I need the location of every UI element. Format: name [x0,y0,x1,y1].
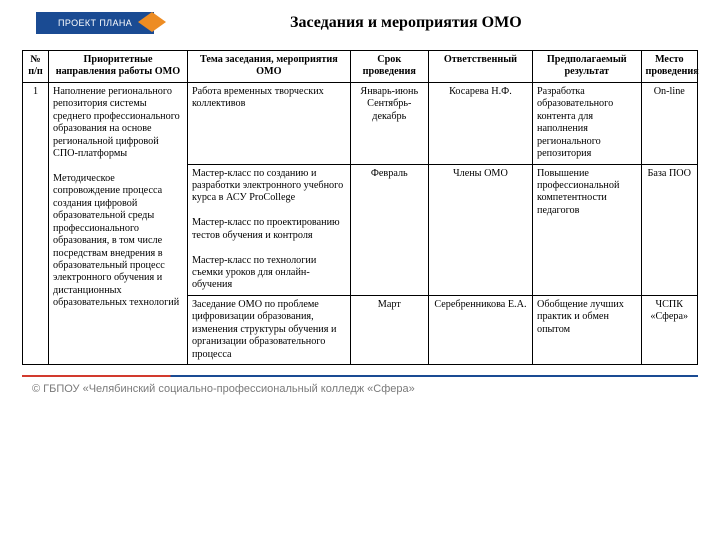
cell-topic: Заседание ОМО по проблеме цифровизации о… [187,295,350,364]
cell-location: База ПОО [641,164,697,295]
badge-decoration [138,12,152,32]
page-title: Заседания и мероприятия ОМО [290,14,522,32]
cell-topic: Мастер-класс по созданию и разработки эл… [187,164,350,295]
col-number: № п/п [23,51,49,83]
cell-result: Разработка образовательного контента для… [533,82,642,164]
cell-period: Февраль [350,164,428,295]
cell-period: Март [350,295,428,364]
col-period: Срок проведения [350,51,428,83]
col-directions: Приоритетные направления работы ОМО [49,51,188,83]
footer-rule [22,375,698,377]
table-row: 1 Наполнение регионального репозитория с… [23,82,698,164]
cell-result: Обобщение лучших практик и обмен опытом [533,295,642,364]
col-location: Место проведения [641,51,697,83]
footer-text: © ГБПОУ «Челябинский социально-профессио… [22,383,698,395]
slide: ПРОЕКТ ПЛАНА Заседания и мероприятия ОМО… [0,0,720,540]
events-table: № п/п Приоритетные направления работы ОМ… [22,50,698,365]
cell-responsible: Члены ОМО [428,164,532,295]
cell-topic: Работа временных творческих коллективов [187,82,350,164]
cell-location: ЧСПК «Сфера» [641,295,697,364]
cell-directions: Наполнение регионального репозитория сис… [49,82,188,364]
header: ПРОЕКТ ПЛАНА Заседания и мероприятия ОМО [22,12,698,50]
cell-result: Повышение профессиональной компетентност… [533,164,642,295]
cell-responsible: Косарева Н.Ф. [428,82,532,164]
plan-badge: ПРОЕКТ ПЛАНА [36,12,154,34]
badge-decoration [152,12,166,32]
col-topic: Тема заседания, мероприятия ОМО [187,51,350,83]
col-result: Предполагаемый результат [533,51,642,83]
cell-number: 1 [23,82,49,364]
cell-responsible: Серебренникова Е.А. [428,295,532,364]
table-header-row: № п/п Приоритетные направления работы ОМ… [23,51,698,83]
col-responsible: Ответственный [428,51,532,83]
cell-period: Январь-июньСентябрь-декабрь [350,82,428,164]
cell-location: On-line [641,82,697,164]
